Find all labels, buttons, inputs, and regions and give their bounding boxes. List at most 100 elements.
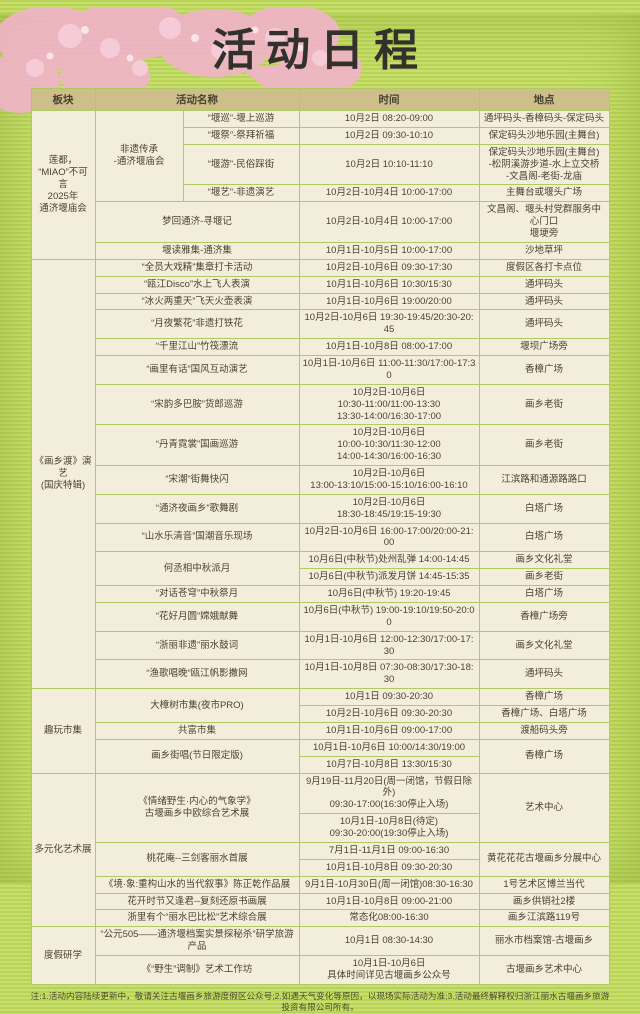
table-row: 10月2日-10月6日 09:30-20:30 香樟广场、白塔广场 bbox=[31, 705, 610, 723]
cell-time: 10月2日-10月6日 13:00-13:10/15:00-15:10/16:0… bbox=[298, 465, 480, 495]
cell-time: 10月2日-10月6日 16:00-17:00/20:00-21:00 bbox=[298, 522, 480, 553]
cell-time: 10月2日-10月6日 10:00-10:30/11:30-12:00 14:0… bbox=[298, 424, 480, 466]
cell-location: 画乡江滨路119号 bbox=[478, 909, 610, 928]
cell-activity: “山水乐清音”国潮音乐现场 bbox=[94, 522, 300, 553]
cell-activity: “瓯江Disco”水上飞人表演 bbox=[94, 275, 300, 294]
table-row: “千里江山”竹筏漂流 10月1日-10月8日 08:00-17:00 堰坝广场旁 bbox=[31, 338, 610, 356]
cell-time: 10月2日-10月6日 19:30-19:45/20:30-20:45 bbox=[298, 309, 480, 340]
cell-location: 保定码头沙地乐园(主舞台) bbox=[478, 126, 610, 145]
cell-activity: “公元505——通济堰档案实景探秘杀”研学旅游产品 bbox=[94, 926, 300, 956]
cell-time: 10月2日-10月6日 09:30-20:30 bbox=[298, 705, 480, 723]
table-row: “画里有话”国风互动演艺 10月1日-10月6日 11:00-11:30/17:0… bbox=[31, 355, 610, 385]
cell-location: 通坪码头 bbox=[478, 275, 610, 294]
cell-location: 沙地草坪 bbox=[478, 241, 610, 260]
table-row: 度假研学 “公元505——通济堰档案实景探秘杀”研学旅游产品 10月1日 08:30… bbox=[30, 926, 610, 985]
cell-time: 10月1日-10月6日 10:00/14:30/19:00 bbox=[298, 738, 480, 757]
cell-time: 10月1日-10月6日 10:30/15:30 bbox=[298, 275, 480, 294]
cell-activity: “宋潮”街舞快闪 bbox=[94, 465, 300, 495]
column-header: 板块 bbox=[30, 88, 96, 111]
cell-activity: 大樟树市集(夜市PRO) bbox=[94, 688, 300, 723]
footer-note: 注:1.活动内容陆续更新中，敬请关注古堰画乡旅游度假区公众号;2.如遇天气变化等… bbox=[30, 990, 610, 1013]
table-row: “通济夜画乡”歌舞剧 10月2日-10月6日 18:30-18:45/19:15-… bbox=[31, 493, 610, 524]
cell-activity: “冰火两重天”飞天火壶表演 bbox=[94, 292, 300, 311]
cell-activity: “渔歌唱晚”瓯江帆影撒网 bbox=[94, 659, 300, 690]
cell-time: 7月1日-11月1日 09:00-16:30 bbox=[298, 841, 480, 860]
table-row: “冰火两重天”飞天火壶表演 10月1日-10月6日 19:00/20:00 通坪码头 bbox=[31, 292, 610, 311]
cell-section: 《画乡渡》演艺 (国庆特辑) bbox=[30, 258, 96, 690]
cell-location: 丽水市档案馆-古堰画乡 bbox=[478, 926, 610, 956]
cell-time: 10月6日(中秋节) 19:20-19:45 bbox=[298, 585, 480, 603]
cell-time: 10月6日(中秋节) 19:00-19:10/19:50-20:00 bbox=[298, 601, 480, 632]
cell-location: 保定码头沙地乐园(主舞台) -松阴溪游步道-水上立交桥 -文昌阁-老街-龙庙 bbox=[478, 143, 610, 186]
cell-activity: 桃花庵--三剑客丽水首展 bbox=[94, 841, 300, 877]
cell-activity: 何丞相中秋派月 bbox=[94, 551, 300, 586]
cell-location: 通坪码头 bbox=[478, 309, 610, 340]
table-row: 共富市集 10月1日-10月6日 09:00-17:00 渡船码头旁 bbox=[31, 721, 610, 740]
cell-time: 10月1日-10月5日 10:00-17:00 bbox=[298, 241, 480, 260]
cell-time: 10月1日-10月6日 具体时间详见古堰画乡公众号 bbox=[298, 955, 480, 985]
cell-time: 10月1日-10月8日 08:00-17:00 bbox=[298, 338, 480, 356]
cell-time: 常态化08:00-16:30 bbox=[298, 909, 480, 928]
cell-section: 度假研学 bbox=[30, 926, 96, 985]
cell-location: 古堰画乡艺术中心 bbox=[478, 955, 610, 985]
table-row: 何丞相中秋派月 10月6日(中秋节)处州乱弹 14:00-14:45 画乡文化礼堂 bbox=[31, 551, 610, 586]
cell-activity: 花开时节又逢君--复刻还原书画展 bbox=[94, 892, 300, 911]
cell-section: 多元化艺术展 bbox=[30, 772, 96, 928]
cell-location: 画乡供销社2楼 bbox=[478, 892, 610, 911]
cell-time: 10月2日 10:10-11:10 bbox=[298, 143, 480, 186]
cell-activity: “通济夜画乡”歌舞剧 bbox=[94, 493, 300, 524]
cell-activity: “堰艺”-非遗演艺 bbox=[182, 184, 300, 203]
cell-time: 10月1日-10月8日 07:30-08:30/17:30-18:30 bbox=[298, 659, 480, 690]
cell-time: 10月6日(中秋节)处州乱弹 14:00-14:45 bbox=[298, 551, 480, 570]
cell-location: 白塔广场 bbox=[478, 585, 610, 603]
cell-location: 通坪码头-香樟码头-保定码头 bbox=[478, 110, 610, 128]
header-row: 板块 活动名称 时间 地点 bbox=[30, 88, 610, 111]
table-row: 《“野生”调制》艺术工作坊 10月1日-10月6日 具体时间详见古堰画乡公众号 古堰… bbox=[31, 955, 610, 985]
schedule-table: 板块 活动名称 时间 地点 莲都， “MIAO”不可言 2025年 通济堰庙会 非遗传承… bbox=[30, 88, 610, 985]
cell-location: 香樟广场旁 bbox=[478, 601, 610, 632]
cell-location: 黄花花花古堰画乡分展中心 bbox=[478, 841, 610, 877]
table-row: “堰游”-民俗踩街 10月2日 10:10-11:10 保定码头沙地乐园(主舞台) … bbox=[31, 143, 610, 186]
cell-activity: 梦回通济-寻堰记 bbox=[94, 201, 300, 243]
cell-activity: “丹青霓裳”国画巡游 bbox=[94, 424, 300, 466]
cell-time: 10月1日-10月6日 09:00-17:00 bbox=[298, 721, 480, 740]
page-title: 活动日程 bbox=[212, 26, 428, 75]
cell-activity: 共富市集 bbox=[94, 721, 300, 740]
cell-location: 画乡文化礼堂 bbox=[478, 551, 610, 570]
cell-location: 渡船码头旁 bbox=[478, 721, 610, 740]
cell-time: 10月7日-10月8日 13:30/15:30 bbox=[298, 755, 480, 774]
cell-location: 香樟广场、白塔广场 bbox=[478, 705, 610, 723]
cell-activity: 浙里有个“丽水巴比松”艺术综合展 bbox=[94, 909, 300, 928]
table-row: 多元化艺术展 《情绪野生·内心的气象学》 古堰画乡中欧综合艺术展 9月19日-11月… bbox=[30, 772, 610, 928]
table-row: “瓯江Disco”水上飞人表演 10月1日-10月6日 10:30/15:30 通坪… bbox=[31, 275, 610, 294]
cell-time: 10月2日-10月4日 10:00-17:00 bbox=[298, 201, 480, 243]
cell-activity: 堰读雅集-通济集 bbox=[94, 241, 300, 260]
cell-activity: “花好月圆”嫦娥献舞 bbox=[94, 601, 300, 632]
cell-time: 9月19日-11月20日(周一闭馆，节假日除外) 09:30-17:00(16:… bbox=[298, 772, 480, 815]
cell-activity: 《“野生”调制》艺术工作坊 bbox=[94, 955, 300, 985]
cell-time: 10月6日(中秋节)派发月饼 14:45-15:35 bbox=[298, 568, 480, 586]
cell-activity: “画里有话”国风互动演艺 bbox=[94, 355, 300, 385]
cell-activity: “月夜繁花”非遗打铁花 bbox=[94, 309, 300, 340]
cell-location: 度假区各打卡点位 bbox=[478, 258, 610, 277]
cell-activity: “对话苍穹”中秋祭月 bbox=[94, 585, 300, 603]
cell-time: 10月1日-10月6日 11:00-11:30/17:00-17:30 bbox=[298, 355, 480, 385]
table-row: 10月7日-10月8日 13:30/15:30 bbox=[31, 755, 609, 774]
cell-activity: “全员大戏精”集章打卡活动 bbox=[94, 258, 300, 277]
cell-location: 通坪码头 bbox=[478, 292, 610, 311]
cell-time: 10月1日-10月8日(待定) 09:30-20:00(19:30停止入场) bbox=[298, 813, 480, 843]
table-row: 莲都， “MIAO”不可言 2025年 通济堰庙会 非遗传承 -通济堰庙会 “堰巡”… bbox=[30, 109, 610, 260]
cell-activity: “浙丽非遗”丽水鼓词 bbox=[94, 630, 300, 661]
cell-location: 画乡老街 bbox=[478, 383, 610, 426]
cell-location: 香樟广场 bbox=[478, 355, 610, 385]
table-row: 《境·象:重构山水的当代叙事》陈正乾作品展 9月1日-10月30日(周一闭馆)08… bbox=[31, 875, 610, 894]
table-row: 浙里有个“丽水巴比松”艺术综合展 常态化08:00-16:30 画乡江滨路119号 bbox=[31, 909, 610, 928]
cell-activity: “千里江山”竹筏漂流 bbox=[94, 338, 300, 356]
cell-location: 通坪码头 bbox=[478, 659, 610, 690]
table-row: 10月6日(中秋节)派发月饼 14:45-15:35 画乡老街 bbox=[31, 568, 610, 586]
cell-location: 堰坝广场旁 bbox=[478, 338, 610, 356]
table-row: 梦回通济-寻堰记 10月2日-10月4日 10:00-17:00 文昌阁、堰头村党群… bbox=[31, 201, 610, 243]
cell-time: 10月1日 08:30-14:30 bbox=[298, 926, 480, 956]
cell-activity: “堰祭”-祭拜祈福 bbox=[182, 126, 300, 145]
table-row: “浙丽非遗”丽水鼓词 10月1日-10月6日 12:00-12:30/17:00-… bbox=[31, 630, 610, 661]
